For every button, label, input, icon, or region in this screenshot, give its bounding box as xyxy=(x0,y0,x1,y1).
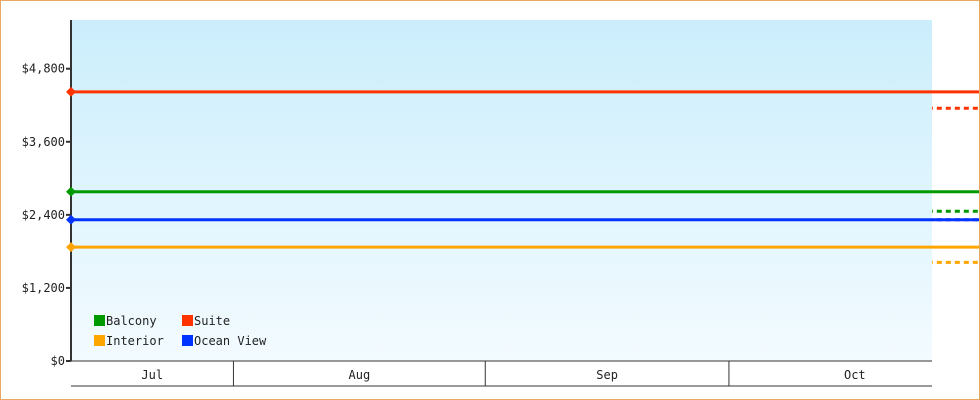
legend-swatch xyxy=(94,335,105,346)
series-line xyxy=(71,190,979,194)
x-tick-label: Sep xyxy=(596,368,618,382)
series-line xyxy=(71,90,979,94)
y-tick-label: $1,200 xyxy=(22,281,65,295)
legend-label: Suite xyxy=(194,314,230,328)
legend-label: Ocean View xyxy=(194,334,267,348)
data-point xyxy=(66,86,76,97)
data-point xyxy=(66,214,76,225)
legend-swatch xyxy=(182,315,193,326)
legend-swatch xyxy=(94,315,105,326)
y-tick-label: $2,400 xyxy=(22,208,65,222)
legend-label: Balcony xyxy=(106,314,157,328)
data-point xyxy=(66,186,76,197)
legend-label: Interior xyxy=(106,334,164,348)
x-tick-label: Jul xyxy=(141,368,163,382)
y-tick-label: $3,600 xyxy=(22,135,65,149)
x-tick-label: Aug xyxy=(349,368,371,382)
series-line xyxy=(71,245,979,249)
data-point xyxy=(66,242,76,253)
y-tick-label: $4,800 xyxy=(22,62,65,76)
y-tick-label: $0 xyxy=(51,354,65,368)
legend-swatch xyxy=(182,335,193,346)
x-tick-label: Oct xyxy=(844,368,866,382)
